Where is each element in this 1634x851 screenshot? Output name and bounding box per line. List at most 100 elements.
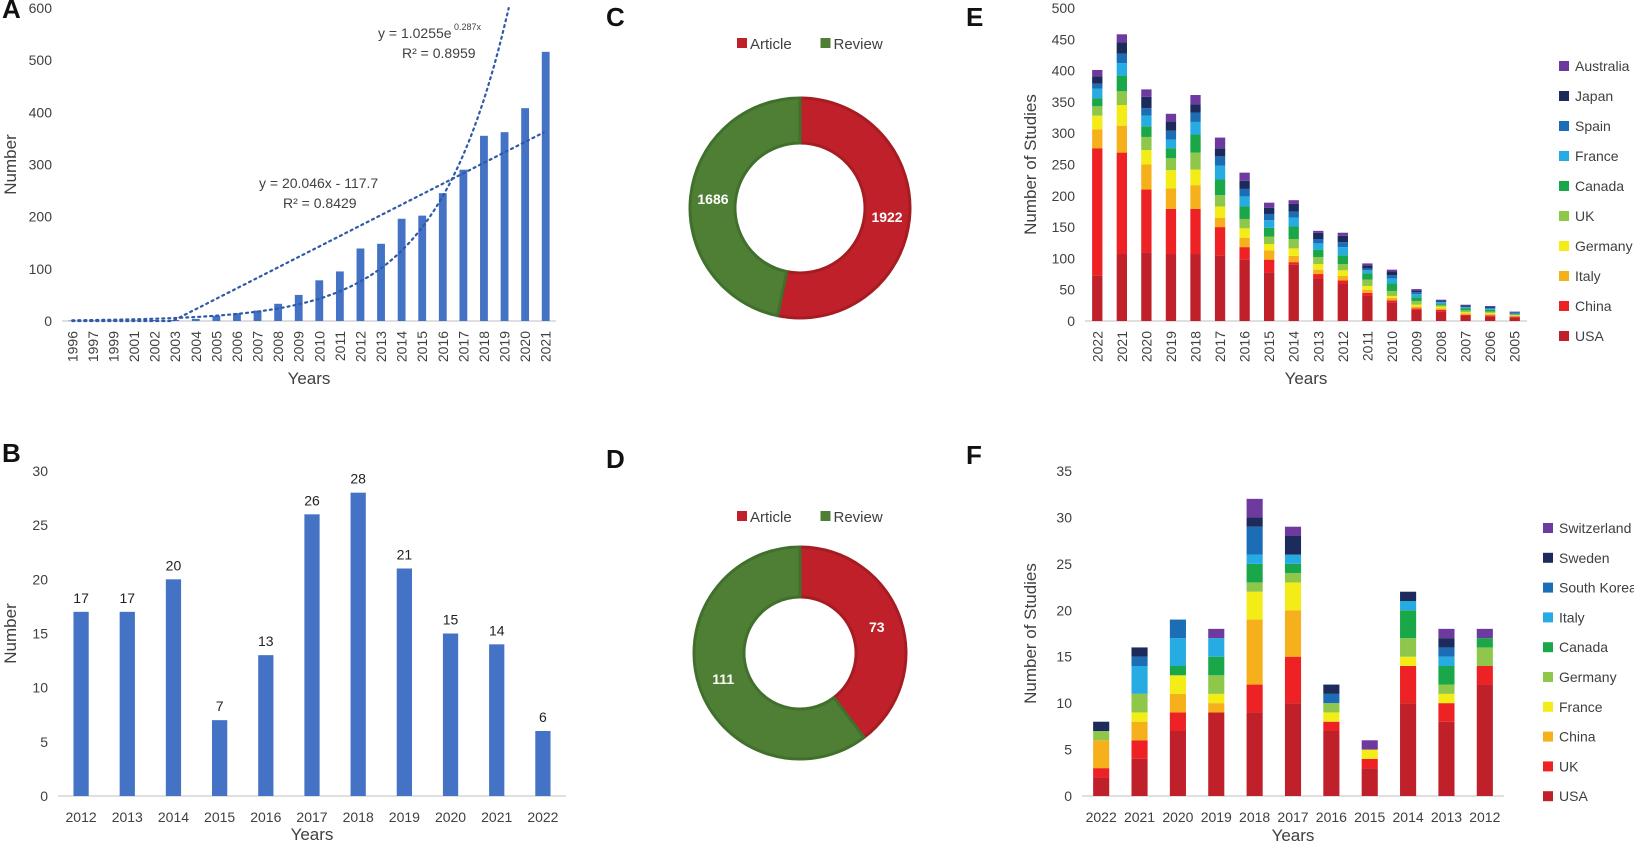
panel-e-legend-swatch [1559, 91, 1569, 101]
panel-e-bar-canada [1411, 297, 1422, 301]
panel-e-y-tick: 250 [1052, 157, 1076, 173]
panel-e-bar-uk [1337, 264, 1348, 271]
panel-b-bar [535, 731, 551, 796]
panel-e-bar-australia [1165, 113, 1177, 122]
panel-a-x-title: Years [288, 369, 331, 388]
panel-e-bar-uk [1165, 158, 1177, 171]
panel-c-legend-label: Article [750, 36, 792, 53]
panel-e-bar-australia [1485, 305, 1496, 307]
panel-b-x-tick: 2012 [66, 809, 97, 825]
panel-e-bar-germany [1141, 150, 1152, 165]
panel-e-bar-spain [1239, 188, 1250, 197]
panel-e-bar-italy [1362, 289, 1373, 293]
panel-e-bar-japan [1116, 42, 1127, 54]
panel-e-bar-canada [1239, 206, 1250, 219]
panel-e-bar-germany [1485, 312, 1496, 315]
panel-e-legend-label: Italy [1575, 268, 1601, 284]
panel-e-bar-uk [1411, 300, 1422, 305]
panel-e-x-tick: 2014 [1286, 331, 1302, 362]
panel-d-slice-article [798, 545, 908, 739]
panel-a-exp-equation: y = 1.0255e [378, 25, 452, 41]
panel-e-bar-canada [1141, 126, 1152, 137]
panel-e-x-tick: 2017 [1212, 331, 1228, 362]
panel-f-legend-swatch [1543, 701, 1553, 712]
panel-e-bar-australia [1313, 230, 1324, 233]
panel-a-exp-exponent: 0.287x [454, 22, 482, 32]
panel-e-bar-usa [1190, 254, 1201, 321]
panel-f-bar-switzerland [1208, 628, 1225, 639]
panel-e-bar-france [1264, 220, 1275, 228]
panel-e-bar-japan [1460, 305, 1471, 307]
panel-e-bar-italy [1509, 315, 1520, 317]
panel-e-bar-japan [1386, 271, 1398, 276]
panel-b-y-tick: 0 [40, 788, 48, 804]
panel-e-bar-usa [1509, 317, 1520, 321]
panel-a-x-tick: 2003 [167, 331, 183, 362]
panel-a-exponential-trendline [71, 7, 510, 322]
panel-f-bar-switzerland [1438, 628, 1455, 639]
panel-f-bar-sweden [1284, 536, 1302, 555]
panel-f-bar-south-korea [1438, 647, 1455, 657]
panel-f-bar-switzerland [1476, 628, 1493, 639]
panel-a-y-tick: 500 [29, 52, 53, 68]
panel-d-legend-label: Article [750, 509, 792, 526]
panel-f-bar-italy [1400, 601, 1417, 611]
panel-e-bar-canada [1214, 179, 1226, 196]
panel-f-bar-uk [1169, 712, 1186, 731]
panel-e-bar-japan [1141, 96, 1152, 109]
panel-b-y-tick: 15 [32, 626, 48, 642]
panel-e-bar-china [1239, 247, 1250, 260]
panel-f-x-tick: 2018 [1239, 809, 1270, 825]
panel-a-y-tick: 100 [29, 261, 53, 277]
panel-b-bar [489, 644, 505, 796]
panel-e-bar-china [1485, 315, 1496, 317]
panel-a-linear-r2: R² = 0.8429 [283, 195, 357, 211]
panel-f-bar-switzerland [1284, 526, 1302, 536]
panel-e-bar-australia [1141, 89, 1152, 97]
panel-e-bar-canada [1190, 134, 1201, 153]
panel-f-x-tick: 2014 [1393, 809, 1424, 825]
panel-e-bar-japan [1092, 76, 1103, 84]
panel-e-bar-usa [1141, 252, 1152, 321]
panel-b-x-tick: 2019 [389, 809, 420, 825]
panel-c-slice-label: 1686 [697, 191, 728, 207]
panel-a-x-tick: 2021 [538, 331, 554, 362]
panel-e-legend-label: Australia [1575, 58, 1630, 74]
panel-e-bar-japan [1288, 203, 1299, 212]
panel-a-bar [274, 303, 283, 321]
panel-c-legend-swatch [737, 38, 747, 48]
panel-f-bar-germany [1208, 675, 1225, 694]
panel-e-bar-china [1264, 259, 1275, 273]
panel-e-bar-uk [1239, 218, 1250, 229]
panel-e-bar-uk [1190, 152, 1201, 170]
panel-f-bar-usa [1323, 731, 1340, 796]
panel-e-letter: E [966, 2, 984, 32]
panel-e-x-tick: 2015 [1261, 331, 1277, 362]
panel-e-bar-italy [1460, 313, 1471, 315]
panel-e-bar-germany [1239, 228, 1250, 238]
panel-c-letter: C [606, 2, 625, 32]
panel-f-legend-swatch [1543, 523, 1553, 533]
panel-a-x-tick: 2005 [208, 331, 224, 362]
panel-e-bar-spain [1411, 292, 1422, 295]
panel-e-bar-germany [1092, 115, 1103, 130]
panel-b-y-tick: 25 [32, 517, 48, 533]
panel-a-x-tick: 2008 [270, 331, 286, 362]
panel-a-bar [294, 294, 303, 321]
panel-f-bar-uk [1093, 768, 1110, 778]
panel-f-bar-usa [1400, 703, 1417, 796]
panel-c-legend-swatch [820, 38, 831, 48]
panel-b-data-label: 17 [73, 590, 89, 606]
panel-b-data-label: 6 [539, 709, 547, 725]
panel-f-legend-label: Italy [1559, 609, 1585, 625]
panel-f-bar-france [1438, 693, 1455, 704]
panel-f-bar-sweden [1438, 638, 1455, 648]
panel-a-exp-r2: R² = 0.8959 [402, 45, 476, 61]
panel-b-bar [350, 492, 366, 796]
panel-e-bar-usa [1092, 275, 1103, 321]
panel-e-bar-china [1435, 309, 1447, 312]
panel-a-y-title: Number [1, 134, 20, 195]
panel-e-bar-uk [1141, 136, 1152, 151]
panel-f-bar-canada [1438, 666, 1455, 685]
